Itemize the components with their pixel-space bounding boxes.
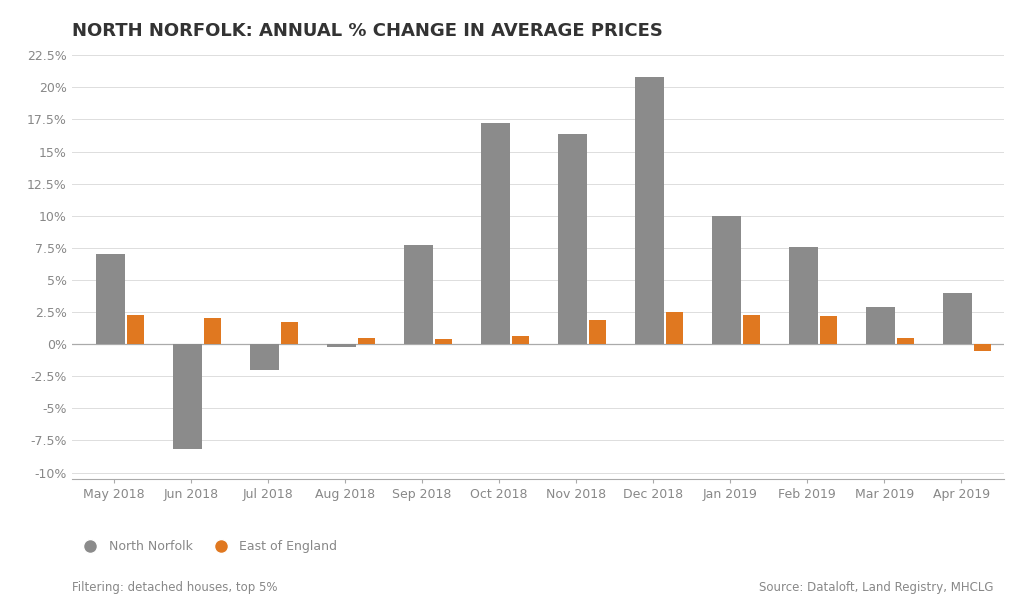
Bar xyxy=(743,314,760,344)
Bar xyxy=(558,134,587,344)
Bar xyxy=(358,338,375,344)
Text: Filtering: detached houses, top 5%: Filtering: detached houses, top 5% xyxy=(72,581,278,594)
Bar xyxy=(282,322,298,344)
Bar xyxy=(127,314,144,344)
Bar xyxy=(589,320,606,344)
Bar xyxy=(943,293,972,344)
Bar xyxy=(712,216,741,344)
Bar xyxy=(204,319,221,344)
Bar xyxy=(974,344,991,351)
Bar xyxy=(403,245,433,344)
Bar xyxy=(327,344,356,347)
Bar xyxy=(897,338,914,344)
Bar xyxy=(250,344,279,370)
Bar xyxy=(635,77,664,344)
Bar xyxy=(173,344,202,449)
Bar xyxy=(820,316,838,344)
Bar xyxy=(435,339,453,344)
Text: Source: Dataloft, Land Registry, MHCLG: Source: Dataloft, Land Registry, MHCLG xyxy=(759,581,993,594)
Bar xyxy=(865,307,895,344)
Text: NORTH NORFOLK: ANNUAL % CHANGE IN AVERAGE PRICES: NORTH NORFOLK: ANNUAL % CHANGE IN AVERAG… xyxy=(72,22,663,40)
Bar xyxy=(480,123,510,344)
Bar xyxy=(512,336,529,344)
Bar xyxy=(95,254,125,344)
Bar xyxy=(788,247,818,344)
Legend: North Norfolk, East of England: North Norfolk, East of England xyxy=(78,540,337,553)
Bar xyxy=(667,312,683,344)
